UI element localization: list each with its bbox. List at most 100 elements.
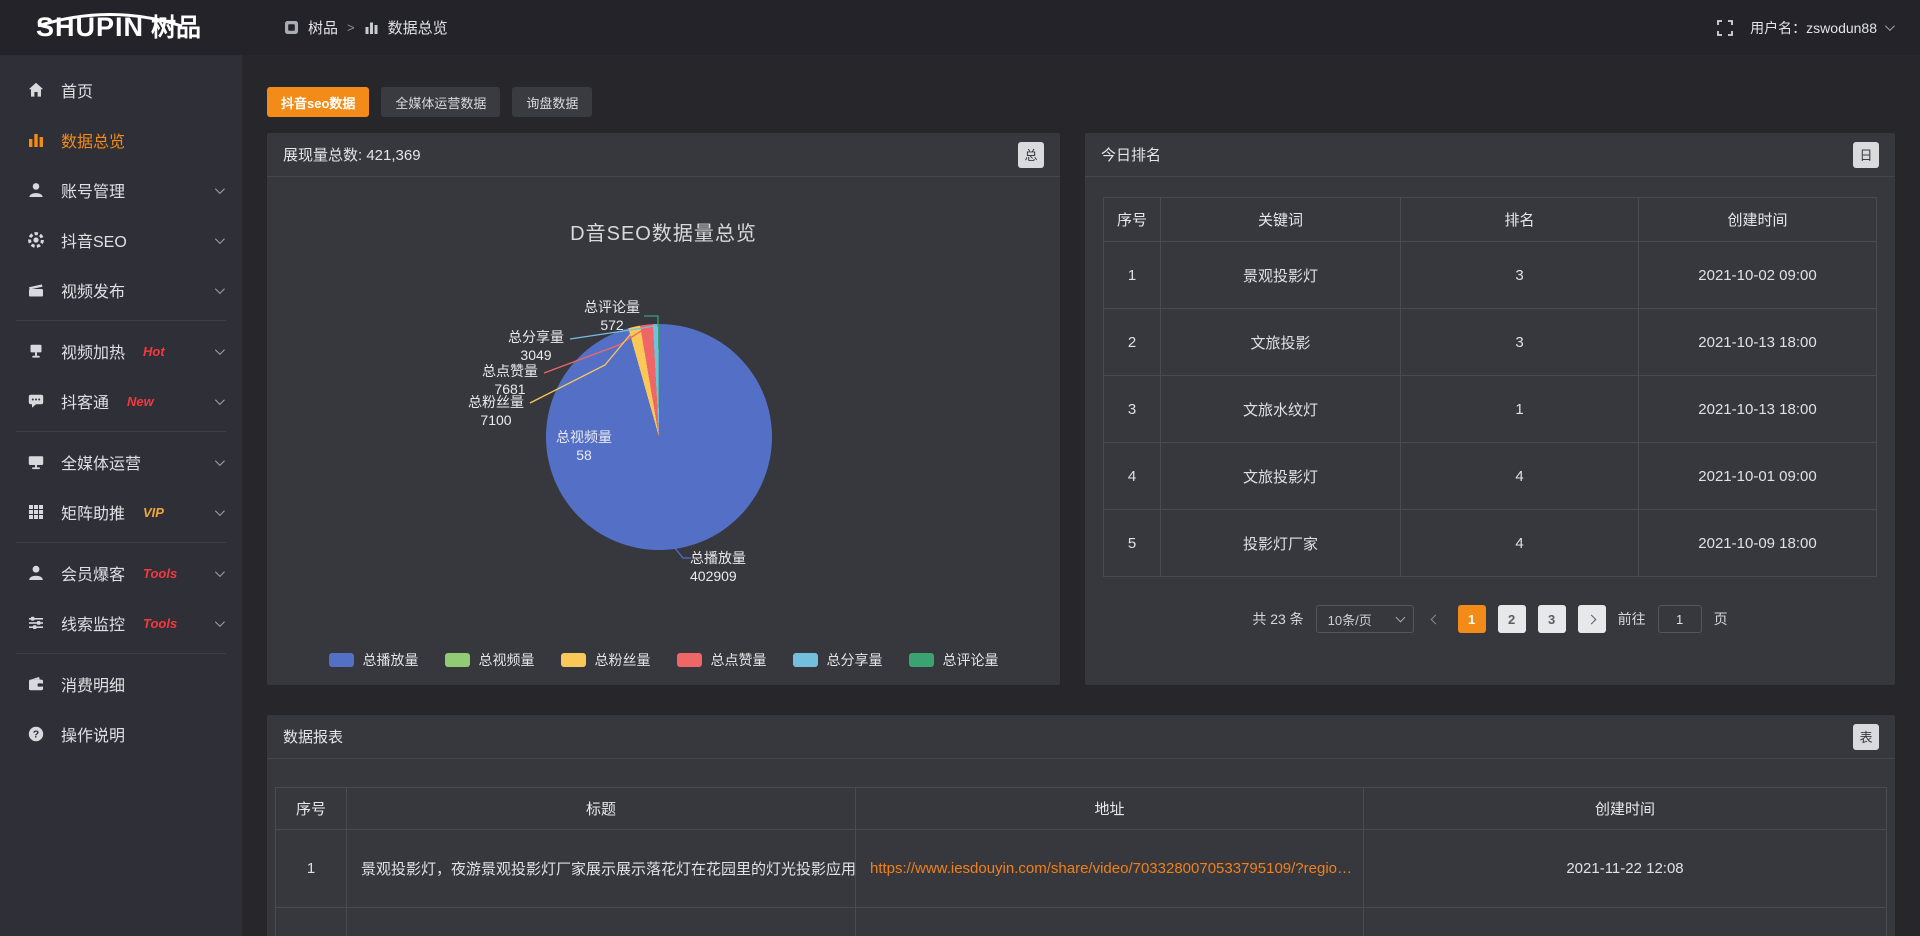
table-cell: 2021-10-13 18:00 <box>1639 309 1877 376</box>
page-button-2[interactable]: 2 <box>1497 605 1526 633</box>
sliders-icon <box>26 614 46 632</box>
bar-chart-icon <box>26 131 46 149</box>
sidebar-item-video-publish[interactable]: 视频发布 <box>0 265 242 315</box>
tab-inquiry-data[interactable]: 询盘数据 <box>512 87 593 117</box>
logo[interactable]: SHUPIN 树品 <box>0 12 242 42</box>
table-cell: 4 <box>1401 510 1639 577</box>
sidebar-item-douyin-seo[interactable]: 抖音SEO <box>0 215 242 265</box>
breadcrumb-separator: > <box>347 20 355 35</box>
sidebar-item-instructions[interactable]: ? 操作说明 <box>0 709 242 759</box>
svg-text:?: ? <box>33 729 39 741</box>
sidebar-divider <box>16 542 226 543</box>
prev-page-button[interactable] <box>1426 605 1446 633</box>
sidebar-item-label: 抖音SEO <box>61 234 127 251</box>
ranking-panel-title: 今日排名 <box>1101 147 1162 164</box>
sidebar: 首页 数据总览 账号管理 抖音SEO <box>0 55 242 936</box>
sidebar-item-label: 视频加热 <box>61 345 126 362</box>
breadcrumb-current[interactable]: 数据总览 <box>387 20 448 37</box>
sidebar-item-spend-detail[interactable]: 消费明细 <box>0 659 242 709</box>
pie-label-plays: 总播放量 402909 <box>690 550 746 584</box>
sidebar-item-member-leads[interactable]: 会员爆客 Tools <box>0 548 242 598</box>
tools-badge: Tools <box>143 565 178 581</box>
table-cell: 文旅投影灯 <box>1161 443 1401 510</box>
legend-swatch <box>792 653 818 667</box>
vip-badge: VIP <box>143 504 164 520</box>
sidebar-item-label: 全媒体运营 <box>61 456 142 473</box>
goto-page-input[interactable] <box>1657 605 1702 633</box>
table-cell: 2021-10-13 18:00 <box>1639 376 1877 443</box>
column-header: 序号 <box>276 788 347 830</box>
sidebar-item-label: 线索监控 <box>61 617 126 634</box>
hot-badge: Hot <box>143 343 165 359</box>
next-page-button[interactable] <box>1577 605 1606 633</box>
impressions-total-label: 展现量总数: 421,369 <box>283 147 421 164</box>
sidebar-item-account[interactable]: 账号管理 <box>0 165 242 215</box>
breadcrumb-root[interactable]: 树品 <box>308 20 339 37</box>
topbar-right: 用户名：zswodun88 <box>1716 18 1920 38</box>
logo-text-en: SHUPIN <box>36 12 145 42</box>
page-size-select[interactable]: 10条/页 <box>1315 605 1414 633</box>
table-cell: 4 <box>1104 443 1161 510</box>
column-header: 地址 <box>856 788 1364 830</box>
video-url-link[interactable]: https://www.iesdouyin.com/share/video/70… <box>856 830 1364 908</box>
page-button-3[interactable]: 3 <box>1537 605 1566 633</box>
table-toggle-button[interactable]: 表 <box>1853 723 1879 750</box>
sidebar-item-label: 矩阵助推 <box>61 506 126 523</box>
sidebar-item-label: 抖客通 <box>61 395 110 412</box>
table-cell: 1 <box>1104 242 1161 309</box>
sidebar-item-data-overview[interactable]: 数据总览 <box>0 115 242 165</box>
legend-item-shares[interactable]: 总分享量 <box>792 650 883 670</box>
column-header: 序号 <box>1104 198 1161 242</box>
home-icon <box>26 81 46 99</box>
column-header: 创建时间 <box>1639 198 1877 242</box>
sidebar-divider <box>16 431 226 432</box>
chevron-down-icon <box>214 566 225 577</box>
main-content: 抖音seo数据 全媒体运营数据 询盘数据 展现量总数: 421,369 总 D音… <box>242 55 1920 936</box>
table-cell: 2021-10-09 18:00 <box>1639 510 1877 577</box>
table-cell <box>856 908 1364 936</box>
total-toggle-button[interactable]: 总 <box>1018 141 1044 168</box>
tab-douyin-seo-data[interactable]: 抖音seo数据 <box>267 87 370 117</box>
chart-legend: 总播放量 总视频量 总粉丝量 总点赞量 <box>267 650 1060 670</box>
wallet-icon <box>26 675 46 693</box>
chevron-down-icon <box>214 455 225 466</box>
page-button-1[interactable]: 1 <box>1457 605 1486 633</box>
table-cell: 投影灯厂家 <box>1161 510 1401 577</box>
sidebar-item-label: 操作说明 <box>61 728 126 745</box>
legend-item-fans[interactable]: 总粉丝量 <box>560 650 651 670</box>
chevron-down-icon <box>214 233 225 244</box>
sidebar-item-clue-monitor[interactable]: 线索监控 Tools <box>0 598 242 648</box>
total-count-label: 共 23 条 <box>1252 611 1304 627</box>
legend-swatch <box>560 653 586 667</box>
column-header: 标题 <box>347 788 856 830</box>
chevron-down-icon <box>214 505 225 516</box>
pie-chart-area: D音SEO数据量总览 总评论量 572 总分享量 <box>267 177 1060 685</box>
data-report-panel: 数据报表 表 序号 标题 地址 创建时间 1 景观投影灯，夜游景观投影灯厂家展示… <box>267 715 1895 936</box>
column-header: 创建时间 <box>1364 788 1887 830</box>
sidebar-item-douketong[interactable]: 抖客通 New <box>0 376 242 426</box>
legend-item-comments[interactable]: 总评论量 <box>908 650 999 670</box>
sidebar-item-home[interactable]: 首页 <box>0 65 242 115</box>
grid-icon <box>26 503 46 521</box>
sidebar-divider <box>16 320 226 321</box>
tab-omnimedia-data[interactable]: 全媒体运营数据 <box>381 87 501 117</box>
table-cell <box>276 908 347 936</box>
sidebar-item-video-heat[interactable]: 视频加热 Hot <box>0 326 242 376</box>
sidebar-divider <box>16 653 226 654</box>
day-toggle-button[interactable]: 日 <box>1853 141 1879 168</box>
sidebar-item-label: 会员爆客 <box>61 567 126 584</box>
bar-chart-icon <box>365 22 378 34</box>
legend-item-videos[interactable]: 总视频量 <box>444 650 535 670</box>
goto-label: 前往 <box>1617 611 1646 627</box>
legend-item-plays[interactable]: 总播放量 <box>328 650 419 670</box>
sidebar-item-omnimedia[interactable]: 全媒体运营 <box>0 437 242 487</box>
top-bar: SHUPIN 树品 树品 > 数据总览 用户名：zswodun88 <box>0 0 1920 55</box>
sidebar-item-matrix-boost[interactable]: 矩阵助推 VIP <box>0 487 242 537</box>
pagination: 共 23 条 10条/页 1 2 3 前往 页 <box>1085 605 1895 633</box>
table-cell: 文旅水纹灯 <box>1161 376 1401 443</box>
fullscreen-icon[interactable] <box>1716 19 1734 37</box>
pie-label-fans: 总粉丝量 7100 <box>468 394 524 428</box>
legend-item-likes[interactable]: 总点赞量 <box>676 650 767 670</box>
user-menu[interactable]: 用户名：zswodun88 <box>1750 18 1895 38</box>
table-cell: 2 <box>1104 309 1161 376</box>
